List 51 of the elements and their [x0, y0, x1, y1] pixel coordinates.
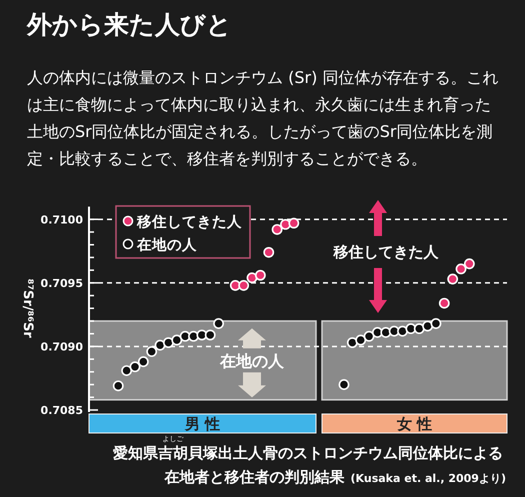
point [338, 379, 350, 390]
point [346, 337, 358, 348]
point [397, 326, 408, 337]
point [138, 356, 149, 368]
legend-label: 在地の人 [136, 236, 198, 254]
point [188, 330, 199, 342]
subtitle: 人の体内には微量のストロンチウム (Sr) 同位体が存在する。これは主に食物によって体内に取り込まれ、永久歯には生まれ育った土地のSr同位体比が固定される。したがって歯のSr同位体比を測定・比較することで、移住者を判別することができる。 [27, 67, 500, 170]
y-tick-label: 0.7095 [40, 276, 83, 290]
text: 愛知県吉胡貝塚出土人骨のストロンチウム同位体比による [113, 444, 503, 462]
point [230, 280, 241, 291]
point [146, 346, 158, 357]
point [112, 380, 124, 392]
y-tick-label: 0.7100 [40, 213, 84, 226]
text: 在地者と移住者の判別結果 [164, 468, 346, 486]
point [130, 361, 140, 372]
point [121, 365, 132, 376]
point [163, 337, 174, 348]
text: (Kusaka et. al., 2009より) [350, 472, 506, 485]
point [422, 320, 433, 332]
point [364, 330, 374, 342]
point [154, 340, 166, 351]
group-strip: 女 性 [322, 414, 508, 434]
group-strip: 男 性 [88, 414, 316, 434]
point [238, 280, 250, 291]
point [372, 327, 383, 338]
point [263, 246, 274, 258]
point [204, 330, 216, 340]
point [380, 327, 392, 338]
point [171, 334, 182, 346]
point [438, 298, 450, 309]
point [196, 330, 208, 340]
title: 外から来た人びと [27, 9, 232, 41]
band-label: 在地の人 [219, 351, 285, 370]
point [414, 323, 425, 334]
point [254, 270, 266, 281]
y-axis-title: ⁸⁷Sr/⁸⁶Sr [20, 278, 35, 338]
annotation: 移住してきた人 [332, 243, 440, 261]
legend-label: 移住してきた人 [136, 214, 243, 230]
point [288, 218, 300, 229]
point [464, 258, 475, 270]
point [246, 272, 258, 284]
point [272, 224, 282, 235]
point [447, 274, 458, 284]
point [405, 323, 416, 334]
point [280, 219, 291, 230]
point [213, 318, 224, 329]
point [430, 318, 442, 329]
point [456, 263, 466, 274]
y-tick-label: 0.7090 [40, 340, 84, 354]
point [355, 334, 366, 346]
y-tick-label: 0.7085 [40, 404, 83, 417]
